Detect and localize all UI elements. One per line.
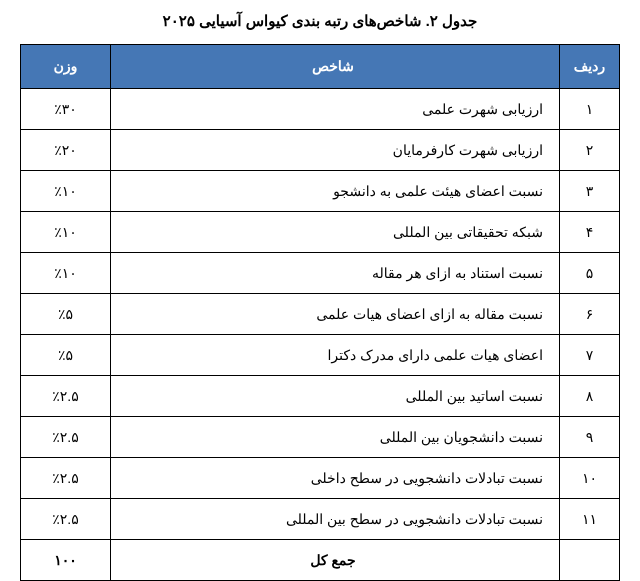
cell-rank: ۱۰ [560, 458, 620, 499]
cell-rank: ۱۱ [560, 499, 620, 540]
cell-rank: ۸ [560, 376, 620, 417]
table-row: ۱ ارزیابی شهرت علمی ٪۳۰ [21, 89, 620, 130]
cell-rank: ۷ [560, 335, 620, 376]
cell-rank: ۳ [560, 171, 620, 212]
table-row: ۵ نسبت استناد به ازای هر مقاله ٪۱۰ [21, 253, 620, 294]
cell-weight: ٪۲.۵ [21, 458, 111, 499]
cell-weight: ٪۱۰ [21, 212, 111, 253]
cell-rank: ۲ [560, 130, 620, 171]
table-header-row: ردیف شاخص وزن [21, 45, 620, 89]
cell-rank: ۹ [560, 417, 620, 458]
table-row: ۳ نسبت اعضای هیئت علمی به دانشجو ٪۱۰ [21, 171, 620, 212]
table-title: جدول ۲. شاخص‌های رتبه بندی کیواس آسیایی … [20, 12, 620, 30]
cell-indicator: شبکه تحقیقاتی بین المللی [111, 212, 560, 253]
cell-total-indicator: جمع کل [111, 540, 560, 581]
cell-indicator: نسبت تبادلات دانشجویی در سطح بین المللی [111, 499, 560, 540]
cell-rank: ۵ [560, 253, 620, 294]
table-row: ۸ نسبت اساتید بین المللی ٪۲.۵ [21, 376, 620, 417]
table-row: ۹ نسبت دانشجویان بین المللی ٪۲.۵ [21, 417, 620, 458]
cell-indicator: نسبت مقاله به ازای اعضای هیات علمی [111, 294, 560, 335]
cell-rank: ۱ [560, 89, 620, 130]
indicators-table: ردیف شاخص وزن ۱ ارزیابی شهرت علمی ٪۳۰ ۲ … [20, 44, 620, 581]
table-row: ۷ اعضای هیات علمی دارای مدرک دکترا ٪۵ [21, 335, 620, 376]
table-body: ۱ ارزیابی شهرت علمی ٪۳۰ ۲ ارزیابی شهرت ک… [21, 89, 620, 581]
cell-weight: ٪۱۰ [21, 171, 111, 212]
table-row: ۲ ارزیابی شهرت کارفرمایان ٪۲۰ [21, 130, 620, 171]
cell-weight: ٪۳۰ [21, 89, 111, 130]
cell-weight: ٪۲۰ [21, 130, 111, 171]
cell-weight: ٪۵ [21, 294, 111, 335]
table-row: ۶ نسبت مقاله به ازای اعضای هیات علمی ٪۵ [21, 294, 620, 335]
cell-weight: ٪۲.۵ [21, 417, 111, 458]
table-total-row: جمع کل ۱۰۰ [21, 540, 620, 581]
cell-weight: ٪۲.۵ [21, 499, 111, 540]
cell-indicator: نسبت تبادلات دانشجویی در سطح داخلی [111, 458, 560, 499]
cell-indicator: اعضای هیات علمی دارای مدرک دکترا [111, 335, 560, 376]
cell-weight: ٪۵ [21, 335, 111, 376]
cell-indicator: نسبت دانشجویان بین المللی [111, 417, 560, 458]
header-indicator: شاخص [111, 45, 560, 89]
cell-indicator: ارزیابی شهرت کارفرمایان [111, 130, 560, 171]
cell-weight: ٪۱۰ [21, 253, 111, 294]
cell-indicator: نسبت اساتید بین المللی [111, 376, 560, 417]
cell-weight: ٪۲.۵ [21, 376, 111, 417]
cell-indicator: ارزیابی شهرت علمی [111, 89, 560, 130]
header-rank: ردیف [560, 45, 620, 89]
table-row: ۱۰ نسبت تبادلات دانشجویی در سطح داخلی ٪۲… [21, 458, 620, 499]
cell-rank: ۴ [560, 212, 620, 253]
cell-rank: ۶ [560, 294, 620, 335]
cell-indicator: نسبت اعضای هیئت علمی به دانشجو [111, 171, 560, 212]
cell-indicator: نسبت استناد به ازای هر مقاله [111, 253, 560, 294]
header-weight: وزن [21, 45, 111, 89]
cell-total-weight: ۱۰۰ [21, 540, 111, 581]
cell-total-rank [560, 540, 620, 581]
table-row: ۱۱ نسبت تبادلات دانشجویی در سطح بین المل… [21, 499, 620, 540]
table-row: ۴ شبکه تحقیقاتی بین المللی ٪۱۰ [21, 212, 620, 253]
